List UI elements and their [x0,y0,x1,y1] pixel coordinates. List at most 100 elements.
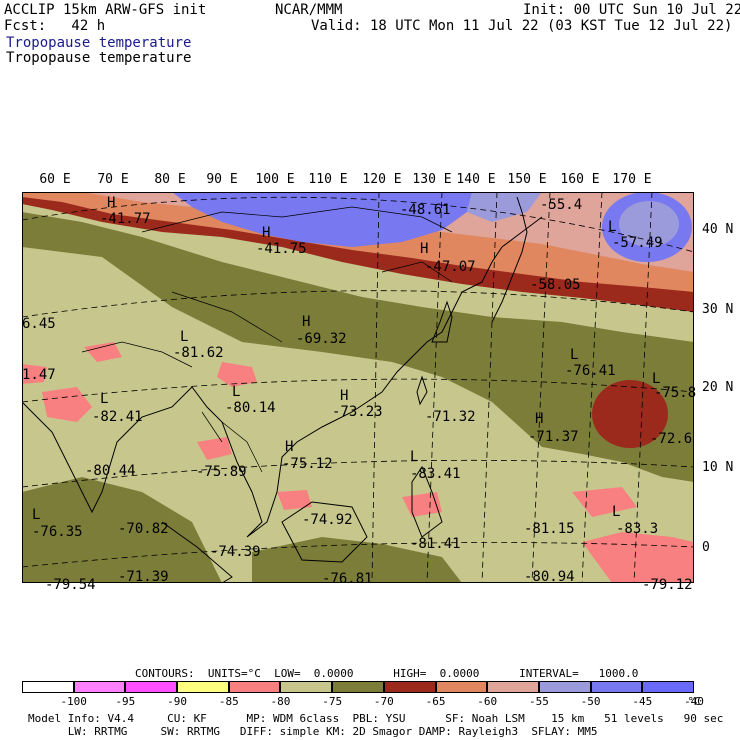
olive-region-south [22,477,222,583]
lat-label: 0 [702,540,710,555]
low-marker: L [100,391,109,407]
extremum-value: -75.12 [282,456,333,472]
init-time: Init: 00 UTC Sun 10 Jul 22 [523,2,740,18]
salmon-patch-southeast [582,532,694,583]
low-marker: L [232,384,241,400]
tropopause-temperature-map [22,192,694,583]
org-label: NCAR/MMM [275,2,343,18]
colorbar-tick-label: -85 [218,695,239,708]
extremum-value: -71.37 [528,429,579,445]
extremum-value: -41.75 [256,241,307,257]
extremum-value: -82.41 [92,409,143,425]
colorbar-bin [590,681,643,693]
colorbar-tick-label: -65 [425,695,446,708]
lat-label: 20 N [702,380,734,395]
extremum-value: -74.39 [210,544,261,560]
model-info-line1: Model Info: V4.4 CU: KF MP: WDM 6class P… [28,712,724,725]
colorbar-tick-label: -40 [684,695,704,708]
lon-label: 160 E [560,172,600,187]
lat-label: 30 N [702,302,734,317]
extremum-value: -72.6 [650,431,693,447]
coastline-korea [431,300,453,343]
coastline-philippines [411,465,443,538]
lon-label: 80 E [154,172,186,187]
colorbar-bin [383,681,436,693]
extremum-value: -81.15 [524,521,575,537]
high-marker: H [262,225,271,241]
coastline-japan [491,196,528,323]
low-marker: L [612,504,621,520]
low-marker: L [410,449,419,465]
colorbar-bin [332,681,384,693]
extremum-value: -70.82 [118,521,169,537]
extremum-value: -75.8 [654,385,697,401]
high-marker: H [340,388,349,404]
coastline-asia [22,216,543,538]
extremum-value: -80.94 [524,569,575,585]
colorbar-tick-label: -55 [528,695,549,708]
extremum-value: 6.45 [22,316,56,332]
colorbar-tick-label: -60 [477,695,498,708]
colorbar-bin [538,681,591,693]
high-marker: H [107,195,116,211]
low-marker: L [608,219,617,235]
colorbar-tick-label: -70 [373,695,394,708]
lon-label: 100 E [255,172,295,187]
lon-label: 150 E [507,172,547,187]
lon-label: 170 E [612,172,652,187]
colorbar-tick-label: -90 [167,695,187,708]
extremum-value: -71.32 [425,409,476,425]
salmon-patch-pacific [572,487,637,517]
salmon-patch-bengal [217,362,257,387]
field-title-primary: Tropopause temperature [6,35,192,51]
high-marker: H [535,411,544,427]
extremum-value: -75.89 [196,464,247,480]
colorbar-tick-label: -80 [270,695,291,708]
colorbar-bin [73,681,126,693]
high-marker: H [302,314,311,330]
extremum-value: -76.35 [32,524,83,540]
pink-band [82,192,694,272]
extremum-value: -58.05 [530,277,581,293]
lon-label: 90 E [206,172,238,187]
salmon-patch-borneo [277,490,312,510]
lon-label: 130 E [412,172,452,187]
extremum-value: -74.92 [302,512,353,528]
colorbar-tick-label: -95 [115,695,136,708]
forecast-hour: Fcst: 42 h [4,18,106,34]
extremum-value: -81.41 [410,536,461,552]
extremum-value: -41.77 [100,211,151,227]
model-title: ACCLIP 15km ARW-GFS init [4,2,207,18]
coastline-borneo [281,501,368,563]
valid-time: Valid: 18 UTC Mon 11 Jul 22 (03 KST Tue … [311,18,733,34]
colorbar-tick-label: -45 [632,695,653,708]
extremum-value: -79.54 [45,577,96,593]
lat-label: 10 N [702,460,734,475]
colorbar-bin [642,681,694,693]
high-marker: H [285,439,294,455]
extremum-value: -81.62 [173,345,224,361]
low-marker: L [652,371,661,387]
low-marker: L [570,347,579,363]
colorbar-tick-label: -100 [60,695,87,708]
colorbar-bin [125,681,178,693]
darkred-cell-pacific [592,380,668,448]
extremum-value: -83.41 [410,466,461,482]
salmon-patch-tibet [84,342,122,362]
borders [81,206,453,473]
colorbar-bin [177,681,229,693]
lat-label: 40 N [702,222,734,237]
lon-label: 140 E [456,172,496,187]
graticule [22,192,694,583]
extremum-value: -79.12 [642,577,693,593]
model-info-line2: LW: RRTMG SW: RRTMG DIFF: simple KM: 2D … [28,725,598,738]
colorbar-bin [228,681,281,693]
extremum-value: -55.4 [540,197,583,213]
blue-core-northeast [619,201,679,247]
high-marker: H [420,241,429,257]
extremum-value: -80.14 [225,400,276,416]
salmon-patch-indochina [197,437,232,460]
lon-label: 120 E [362,172,402,187]
contour-info: CONTOURS: UNITS=°C LOW= 0.0000 HIGH= 0.0… [135,667,639,680]
extremum-value: -48.61 [400,202,451,218]
